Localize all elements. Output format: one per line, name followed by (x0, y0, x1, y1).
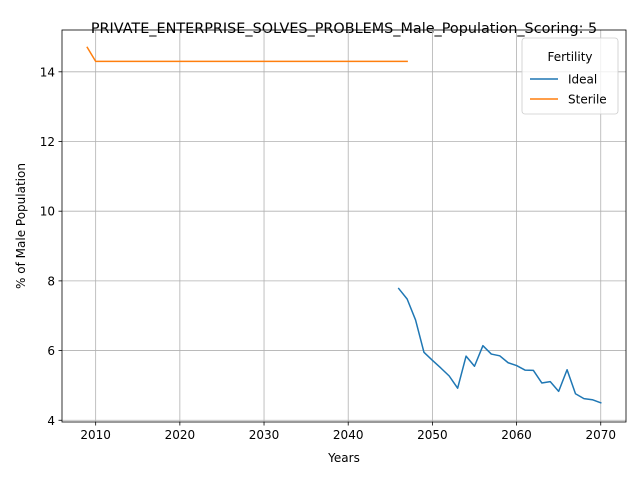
legend-label-sterile: Sterile (568, 93, 607, 107)
y-tick-label: 6 (47, 344, 55, 358)
x-tick-label: 2020 (165, 428, 196, 442)
series-line-ideal (397, 287, 602, 404)
y-axis-label: % of Male Population (14, 163, 28, 289)
x-tick-label: 2070 (585, 428, 616, 442)
legend: Fertility Ideal Sterile (521, 37, 619, 115)
x-tick-label: 2050 (417, 428, 448, 442)
y-axis: 4 6 8 10 12 14 (40, 65, 62, 428)
x-tick-label: 2010 (80, 428, 111, 442)
y-tick-label: 4 (47, 414, 55, 428)
x-tick-label: 2040 (333, 428, 364, 442)
series-line-sterile (86, 46, 408, 63)
x-tick-label: 2060 (501, 428, 532, 442)
legend-label-ideal: Ideal (568, 73, 597, 87)
y-tick-label: 10 (40, 205, 55, 219)
x-tick-label: 2030 (249, 428, 280, 442)
legend-title: Fertility (547, 50, 592, 64)
series-lines (86, 46, 602, 404)
y-tick-label: 14 (40, 65, 55, 79)
legend-box (521, 37, 619, 115)
x-axis: 2010 2020 2030 2040 2050 2060 2070 (80, 422, 616, 442)
y-tick-label: 12 (40, 135, 55, 149)
chart-title: PRIVATE_ENTERPRISE_SOLVES_PROBLEMS_Male_… (91, 21, 597, 37)
plot-frame (61, 29, 627, 423)
y-tick-label: 8 (47, 274, 55, 288)
x-axis-label: Years (327, 451, 360, 465)
